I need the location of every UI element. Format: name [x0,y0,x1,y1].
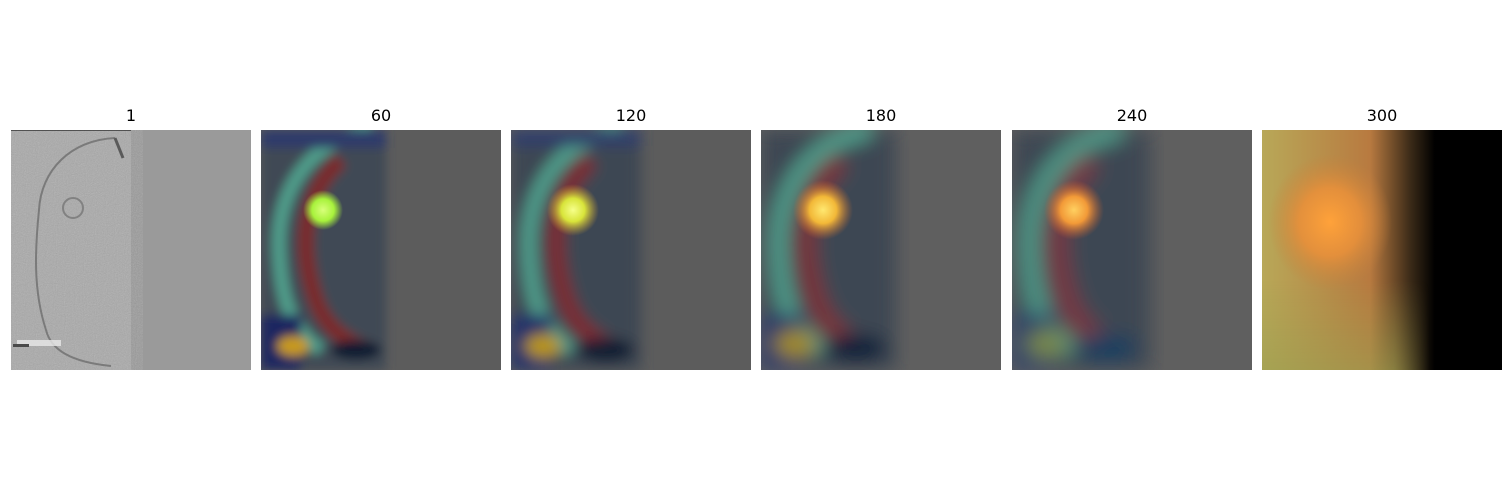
panel-image-overlay [1262,130,1502,370]
panel-iteration-300: 300 [1262,106,1502,370]
heatmap-overlay-image [511,130,751,370]
heatmap-overlay-image [1262,130,1502,370]
panel-iteration-1: 1 [11,106,251,370]
heatmap-overlay-image [261,130,501,370]
heatmap-overlay-image [761,130,1001,370]
panel-title: 180 [865,106,897,125]
panel-image-overlay [261,130,501,370]
panel-title: 1 [125,106,137,125]
raw-grayscale-image [11,130,251,370]
panel-image-overlay [761,130,1001,370]
panel-title: 300 [1366,106,1398,125]
panel-iteration-120: 120 [511,106,751,370]
panel-iteration-180: 180 [761,106,1001,370]
heatmap-overlay-image [1012,130,1252,370]
panel-image-raw [11,130,251,370]
panel-iteration-240: 240 [1012,106,1252,370]
panel-title: 60 [370,106,392,125]
panel-iteration-60: 60 [261,106,501,370]
panel-title: 120 [615,106,647,125]
panel-title: 240 [1116,106,1148,125]
panel-image-overlay [511,130,751,370]
panel-image-overlay [1012,130,1252,370]
